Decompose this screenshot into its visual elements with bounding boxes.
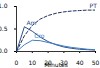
svg-text:Am: Am [26,19,36,26]
svg-text:40: 40 [76,59,84,66]
svg-text:50: 50 [92,59,100,66]
svg-text:10: 10 [28,59,36,66]
svg-text:Minutes: Minutes [44,61,68,68]
svg-text:PT: PT [90,2,98,9]
svg-text:0: 0 [15,59,19,66]
svg-text:Cro: Cro [34,32,45,39]
svg-text:0.5: 0.5 [0,25,8,32]
svg-text:1.0: 1.0 [0,2,8,9]
svg-text:0.0: 0.0 [0,47,8,54]
